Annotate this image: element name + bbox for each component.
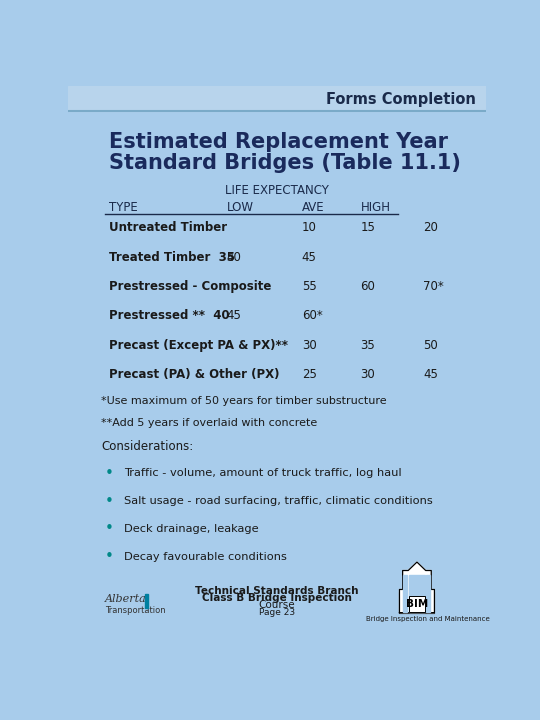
Text: Prestressed - Composite: Prestressed - Composite — [109, 280, 272, 293]
Text: BIM: BIM — [406, 599, 428, 609]
Text: 20: 20 — [423, 221, 438, 234]
Text: AVE: AVE — [302, 201, 325, 214]
Text: *Use maximum of 50 years for timber substructure: *Use maximum of 50 years for timber subs… — [101, 396, 387, 406]
Text: 60: 60 — [361, 280, 375, 293]
Text: 35: 35 — [361, 339, 375, 352]
Text: Untreated Timber: Untreated Timber — [109, 221, 227, 234]
Polygon shape — [409, 575, 425, 611]
Text: •: • — [105, 494, 114, 508]
Text: LOW: LOW — [227, 201, 254, 214]
Text: Bridge Inspection and Maintenance: Bridge Inspection and Maintenance — [366, 616, 489, 621]
Text: Decay favourable conditions: Decay favourable conditions — [124, 552, 287, 562]
Text: 30: 30 — [361, 368, 375, 381]
Polygon shape — [403, 575, 407, 611]
Text: Transportation: Transportation — [105, 606, 166, 615]
Text: 50: 50 — [423, 339, 438, 352]
Text: •: • — [105, 521, 114, 536]
Text: •: • — [105, 549, 114, 564]
Text: HIGH: HIGH — [361, 201, 390, 214]
Text: **Add 5 years if overlaid with concrete: **Add 5 years if overlaid with concrete — [101, 418, 317, 428]
Text: 10: 10 — [302, 221, 317, 234]
Text: Class B Bridge Inspection: Class B Bridge Inspection — [202, 593, 352, 603]
Text: 60*: 60* — [302, 310, 322, 323]
Text: Forms Completion: Forms Completion — [326, 91, 476, 107]
Text: Traffic - volume, amount of truck traffic, log haul: Traffic - volume, amount of truck traffi… — [124, 469, 402, 478]
Polygon shape — [427, 575, 430, 611]
Bar — [68, 86, 486, 112]
Text: Considerations:: Considerations: — [101, 440, 193, 454]
Bar — [409, 595, 425, 611]
Text: 30: 30 — [302, 339, 316, 352]
Text: Treated Timber  35: Treated Timber 35 — [109, 251, 235, 264]
Text: 25: 25 — [302, 368, 317, 381]
Text: Deck drainage, leakage: Deck drainage, leakage — [124, 524, 259, 534]
Text: Alberta: Alberta — [105, 594, 147, 604]
Text: 45: 45 — [302, 251, 317, 264]
Bar — [400, 592, 435, 613]
Text: 45: 45 — [423, 368, 438, 381]
Text: Course: Course — [259, 600, 295, 611]
Bar — [145, 594, 148, 608]
Text: Precast (Except PA & PX)**: Precast (Except PA & PX)** — [109, 339, 288, 352]
Text: Page 23: Page 23 — [259, 608, 295, 617]
Text: 40: 40 — [227, 251, 241, 264]
Text: LIFE EXPECTANCY: LIFE EXPECTANCY — [225, 184, 329, 197]
Text: Salt usage - road surfacing, traffic, climatic conditions: Salt usage - road surfacing, traffic, cl… — [124, 496, 433, 506]
Text: 55: 55 — [302, 280, 316, 293]
Text: 15: 15 — [361, 221, 375, 234]
Text: •: • — [105, 466, 114, 481]
Polygon shape — [400, 562, 435, 613]
Text: Prestressed **  40: Prestressed ** 40 — [109, 310, 230, 323]
Text: TYPE: TYPE — [109, 201, 138, 214]
Text: Estimated Replacement Year: Estimated Replacement Year — [109, 132, 448, 152]
Text: 45: 45 — [227, 310, 241, 323]
Text: 70*: 70* — [423, 280, 444, 293]
Text: Technical Standards Branch: Technical Standards Branch — [195, 586, 359, 596]
Text: Standard Bridges (Table 11.1): Standard Bridges (Table 11.1) — [109, 153, 461, 173]
Text: Precast (PA) & Other (PX): Precast (PA) & Other (PX) — [109, 368, 280, 381]
